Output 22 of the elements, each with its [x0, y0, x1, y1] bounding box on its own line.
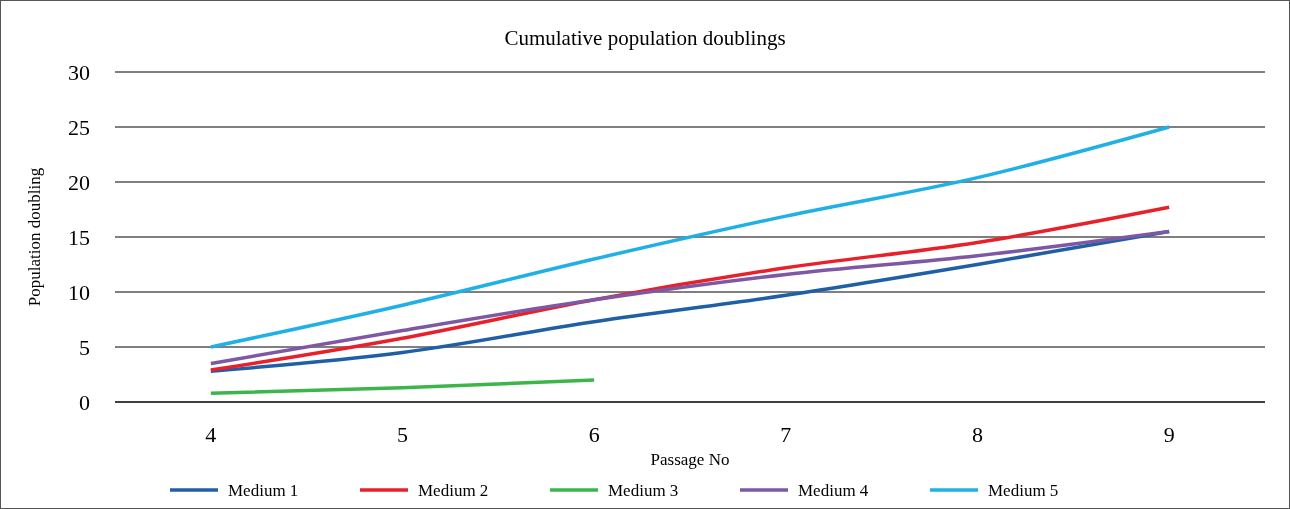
y-tick-label: 25: [68, 114, 90, 140]
x-tick-label: 5: [397, 422, 408, 447]
x-tick-label: 6: [588, 422, 600, 447]
x-tick-label: 7: [780, 422, 792, 447]
legend-label: Medium 1: [228, 480, 299, 500]
y-tick-label: 10: [68, 279, 90, 305]
x-tick-label: 4: [205, 422, 217, 447]
x-axis-title: Passage No: [650, 450, 730, 469]
legend-label: Medium 3: [608, 480, 679, 500]
legend-label: Medium 2: [418, 480, 489, 500]
x-tick-label: 8: [972, 422, 983, 447]
y-tick-label: 20: [68, 169, 90, 195]
y-tick-label: 30: [68, 59, 90, 85]
y-tick-label: 0: [79, 389, 90, 415]
legend-label: Medium 5: [988, 480, 1059, 500]
x-tick-label: 9: [1163, 422, 1175, 447]
line-series: [209, 125, 1171, 349]
chart-title: Cumulative population doublings: [504, 26, 786, 50]
legend-label: Medium 4: [798, 480, 869, 500]
y-tick-label: 15: [68, 224, 90, 250]
y-tick-label: 5: [79, 334, 90, 360]
y-axis-title: Population doubling: [25, 167, 44, 307]
